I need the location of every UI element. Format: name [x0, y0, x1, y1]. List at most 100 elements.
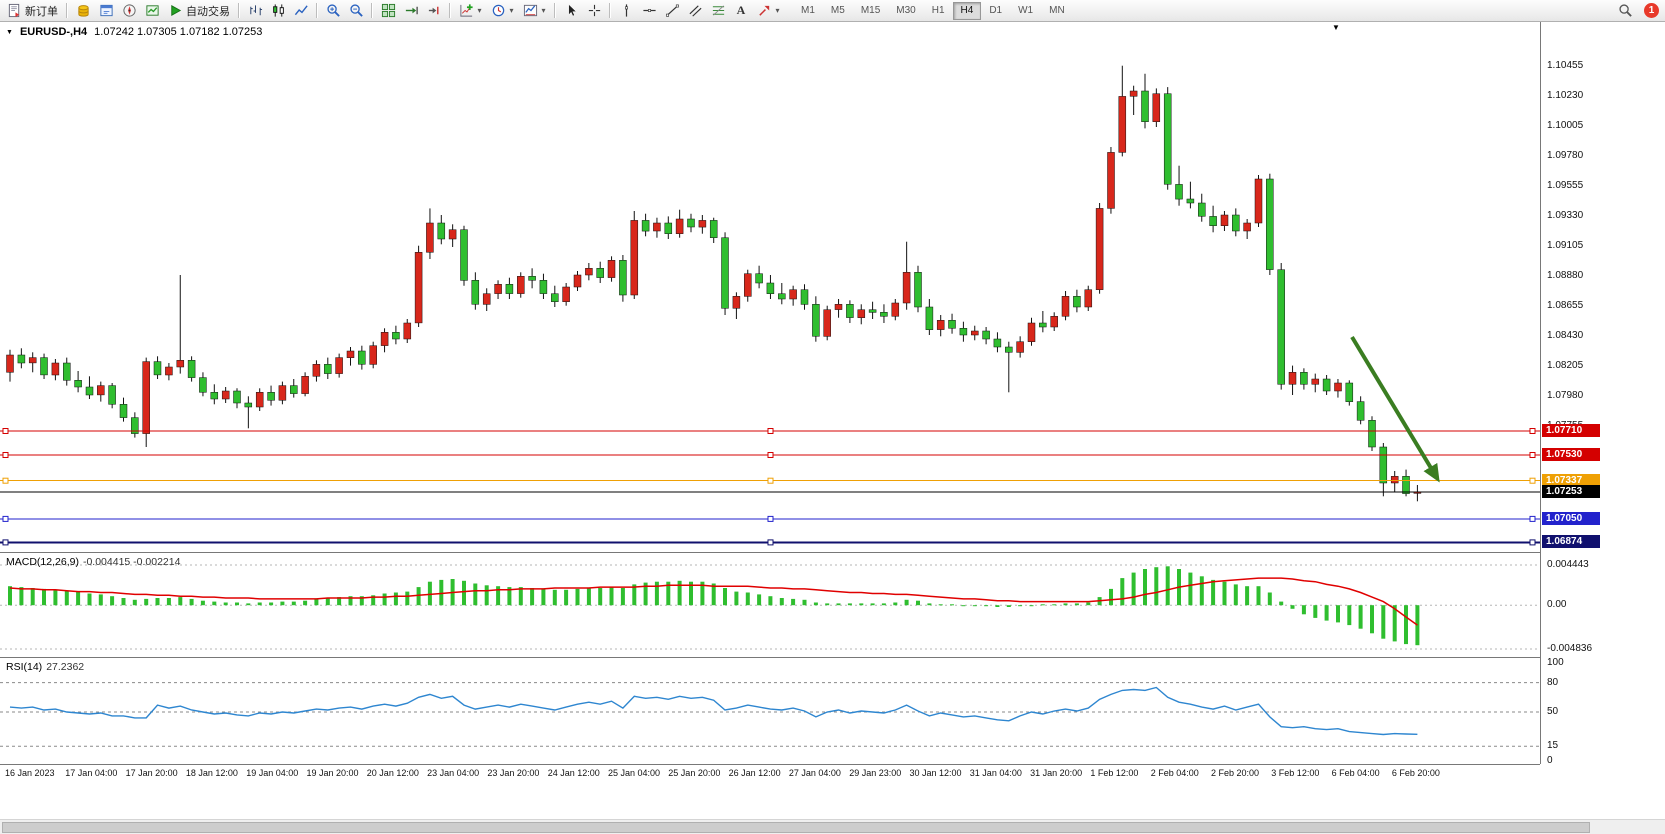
toolbar-separator [371, 3, 373, 18]
time-label: 24 Jan 12:00 [547, 768, 600, 778]
text-tool-icon: A [736, 3, 746, 17]
line-chart-icon [294, 5, 308, 16]
zoom-in-button[interactable] [322, 1, 344, 21]
navigator-button[interactable] [118, 1, 140, 21]
one-click-trading-toggle-icon[interactable]: ▼ [6, 28, 13, 36]
autotrade-label: 自动交易 [186, 5, 230, 18]
autotrade-button[interactable]: 自动交易 [164, 1, 234, 21]
templates-button[interactable]: ▾ [519, 1, 550, 21]
bottom-bar [0, 782, 1665, 834]
time-label: 19 Jan 20:00 [306, 768, 359, 778]
price-tick: 1.07980 [1547, 389, 1584, 401]
fibonacci-icon [712, 5, 724, 16]
periods-button[interactable]: ▾ [487, 1, 518, 21]
chart-shift-icon [428, 6, 438, 15]
horizontal-scrollbar[interactable] [0, 819, 1665, 834]
chart-shift-button[interactable] [423, 1, 445, 21]
toolbar: 新订单 自动交易 [0, 0, 1665, 22]
time-label: 23 Jan 20:00 [487, 768, 540, 778]
candlestick-chart-icon [272, 4, 284, 17]
price-tick: 1.09555 [1547, 180, 1584, 192]
time-label: 3 Feb 12:00 [1271, 768, 1320, 778]
candlestick-chart[interactable] [0, 22, 1540, 552]
toolbar-right-group: 1 [1614, 1, 1662, 21]
data-window-button[interactable] [95, 1, 117, 21]
time-label: 25 Jan 04:00 [608, 768, 661, 778]
scrollbar-thumb[interactable] [2, 822, 1590, 833]
price-tick: 1.09330 [1547, 210, 1584, 222]
indicators-icon [460, 4, 474, 17]
fibonacci-button[interactable] [707, 1, 729, 21]
zoom-out-button[interactable] [345, 1, 367, 21]
price-tick: 1.08205 [1547, 359, 1584, 371]
ohlc-values: 1.07242 1.07305 1.07182 1.07253 [94, 26, 263, 38]
tile-windows-icon [381, 3, 395, 18]
chevron-down-icon: ▾ [477, 5, 482, 15]
price-tick: 1.08655 [1547, 299, 1584, 311]
time-label: 29 Jan 23:00 [849, 768, 902, 778]
price-level-tag: 1.07337 [1542, 473, 1600, 487]
time-label: 31 Jan 04:00 [969, 768, 1022, 778]
tile-windows-button[interactable] [377, 1, 399, 21]
timeframe-m1-button[interactable]: M1 [793, 2, 823, 20]
time-label: 6 Feb 04:00 [1331, 768, 1380, 778]
templates-icon [524, 4, 538, 17]
price-level-tag: 1.07530 [1542, 447, 1600, 461]
timeframe-m5-button[interactable]: M5 [823, 2, 853, 20]
auto-scroll-button[interactable] [400, 1, 422, 21]
line-chart-button[interactable] [290, 1, 312, 21]
timeframe-h1-button[interactable]: H1 [924, 2, 953, 20]
macd-panel[interactable]: MACD(12,26,9) -0.004415 -0.002214 [0, 552, 1540, 657]
rsi-chart[interactable] [0, 658, 1540, 764]
vertical-line-button[interactable] [615, 1, 637, 21]
search-button[interactable] [1614, 1, 1636, 21]
trendline-button[interactable] [661, 1, 683, 21]
macd-chart[interactable] [0, 553, 1540, 657]
indicators-button[interactable]: ▾ [455, 1, 486, 21]
time-label: 18 Jan 12:00 [185, 768, 238, 778]
candlestick-chart-button[interactable] [267, 1, 289, 21]
timeframe-d1-button[interactable]: D1 [981, 2, 1010, 20]
scroll-to-end-marker[interactable]: ▼ [1332, 23, 1340, 32]
navigator-icon [122, 4, 136, 17]
price-axis[interactable]: 1.10455 1.10230 1.10005 1.09780 1.09555 1.093… [1540, 22, 1665, 766]
price-level-tag: 1.06874 [1542, 535, 1600, 549]
time-label: 16 Jan 2023 [5, 768, 55, 778]
rsi-axis-label: 15 [1547, 740, 1559, 752]
terminal-button[interactable] [141, 1, 163, 21]
text-tool-button[interactable]: A [730, 1, 752, 21]
price-tick: 1.08430 [1547, 329, 1584, 341]
price-tick: 1.10455 [1547, 60, 1584, 72]
timeframe-m30-button[interactable]: M30 [888, 2, 923, 20]
price-chart-panel[interactable]: ▼ EURUSD-,H4 1.07242 1.07305 1.07182 1.0… [0, 22, 1540, 552]
market-watch-button[interactable] [72, 1, 94, 21]
rsi-label: RSI(14) 27.2362 [6, 661, 85, 673]
chevron-down-icon: ▾ [541, 5, 546, 15]
timeframe-mn-button[interactable]: MN [1041, 2, 1073, 20]
rsi-value: 27.2362 [46, 661, 85, 673]
price-level-tag: 1.07050 [1542, 511, 1600, 525]
new-order-button[interactable]: 新订单 [3, 1, 62, 21]
horizontal-line-button[interactable] [638, 1, 660, 21]
time-axis[interactable]: 16 Jan 2023 17 Jan 04:00 17 Jan 20:00 18 Ja… [0, 764, 1540, 782]
toolbar-separator [316, 3, 318, 18]
timeframe-m15-button[interactable]: M15 [853, 2, 888, 20]
cursor-button[interactable] [560, 1, 582, 21]
time-label: 17 Jan 04:00 [65, 768, 118, 778]
bar-chart-button[interactable] [244, 1, 266, 21]
rsi-axis-label: 0 [1547, 755, 1553, 766]
rsi-axis-label: 100 [1547, 657, 1564, 668]
timeframe-h4-button[interactable]: H4 [952, 1, 982, 20]
terminal-icon [145, 5, 159, 16]
crosshair-button[interactable] [583, 1, 605, 21]
zoom-in-icon [326, 4, 340, 17]
bar-chart-icon [249, 5, 262, 16]
time-label: 2 Feb 20:00 [1211, 768, 1260, 778]
channel-button[interactable] [684, 1, 706, 21]
notification-badge[interactable]: 1 [1644, 3, 1659, 18]
vertical-line-icon [624, 4, 628, 17]
arrows-tool-button[interactable]: ▾ [753, 1, 784, 21]
rsi-panel[interactable]: RSI(14) 27.2362 [0, 657, 1540, 764]
timeframe-w1-button[interactable]: W1 [1010, 2, 1041, 20]
